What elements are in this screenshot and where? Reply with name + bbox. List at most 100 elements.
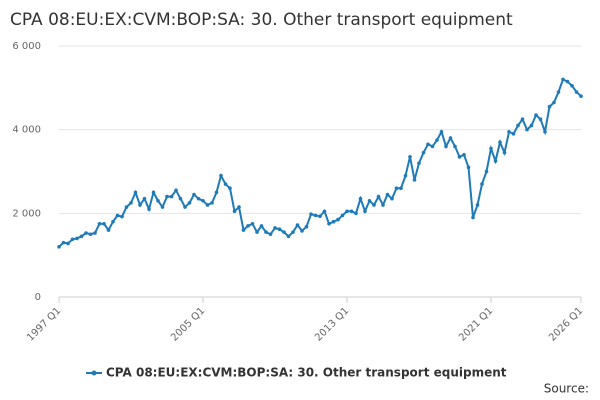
legend-marker: [91, 370, 97, 376]
x-tick-label: 2013 Q1: [313, 305, 351, 343]
point: [97, 221, 102, 226]
point: [237, 205, 241, 209]
point: [552, 100, 556, 105]
point: [318, 214, 322, 219]
point: [507, 129, 511, 134]
point: [192, 192, 196, 197]
point: [133, 190, 138, 195]
point: [138, 203, 142, 207]
point: [151, 190, 156, 195]
y-tick-label: 0: [35, 292, 41, 303]
point: [174, 188, 178, 193]
point: [187, 201, 192, 205]
point: [255, 230, 259, 234]
point: [412, 178, 417, 182]
point: [520, 117, 525, 122]
x-tick-label: 2026 Q1: [547, 305, 585, 343]
point: [156, 198, 160, 203]
point: [340, 213, 345, 218]
y-tick-label: 2 000: [12, 208, 41, 219]
point: [480, 182, 484, 186]
point: [129, 201, 133, 205]
point: [196, 196, 201, 201]
point: [250, 221, 255, 226]
point: [574, 90, 579, 94]
x-tick-label: 2005 Q1: [169, 305, 207, 343]
point: [61, 240, 66, 245]
point: [178, 196, 183, 201]
point: [457, 155, 462, 159]
point: [430, 144, 435, 149]
chart-title: CPA 08:EU:EX:CVM:BOP:SA: 30. Other trans…: [10, 10, 513, 30]
point: [421, 150, 426, 155]
point: [448, 136, 453, 140]
point: [295, 223, 300, 227]
point: [525, 127, 529, 132]
point: [66, 241, 70, 246]
point: [201, 198, 205, 203]
point: [84, 231, 88, 235]
point: [106, 228, 111, 232]
point: [300, 229, 304, 233]
point: [466, 165, 471, 170]
point: [115, 213, 120, 218]
point: [286, 234, 291, 239]
point: [390, 196, 394, 201]
point: [484, 169, 489, 174]
point: [111, 219, 115, 224]
point: [579, 94, 583, 98]
point: [399, 186, 403, 191]
point: [336, 217, 340, 222]
x-tick-label: 1997 Q1: [25, 305, 63, 343]
point: [561, 77, 565, 82]
point: [147, 207, 151, 211]
point: [439, 129, 444, 134]
point: [232, 209, 237, 214]
point: [358, 196, 363, 201]
point: [417, 161, 421, 165]
point: [219, 173, 223, 178]
point: [246, 224, 250, 228]
point: [88, 232, 93, 237]
point: [205, 203, 210, 207]
point: [313, 213, 318, 218]
series-line: [58, 78, 582, 248]
point: [349, 209, 354, 214]
y-tick-label: 6 000: [12, 41, 41, 52]
point: [102, 221, 106, 226]
point: [70, 237, 75, 242]
point: [471, 215, 475, 220]
point: [93, 231, 97, 235]
point: [120, 214, 124, 219]
point: [376, 194, 381, 199]
point: [435, 138, 439, 142]
point: [214, 190, 219, 195]
source: Source:: [544, 382, 589, 396]
point: [408, 155, 412, 159]
point: [543, 129, 547, 134]
point: [165, 194, 169, 199]
point: [444, 144, 448, 149]
point: [282, 230, 286, 234]
point: [426, 142, 430, 147]
point: [169, 194, 174, 199]
point: [372, 203, 376, 207]
point: [273, 226, 277, 230]
point: [538, 117, 543, 122]
y-tick-label: 4 000: [12, 125, 41, 136]
point: [556, 90, 561, 94]
point: [268, 232, 273, 237]
point: [462, 152, 466, 157]
point: [529, 123, 534, 128]
point: [475, 203, 480, 207]
point: [511, 132, 516, 136]
point: [210, 201, 214, 205]
point: [331, 219, 336, 224]
point: [183, 205, 187, 209]
point: [277, 227, 282, 232]
point: [394, 186, 399, 191]
point: [534, 113, 538, 117]
point: [381, 203, 385, 207]
point: [291, 230, 295, 234]
